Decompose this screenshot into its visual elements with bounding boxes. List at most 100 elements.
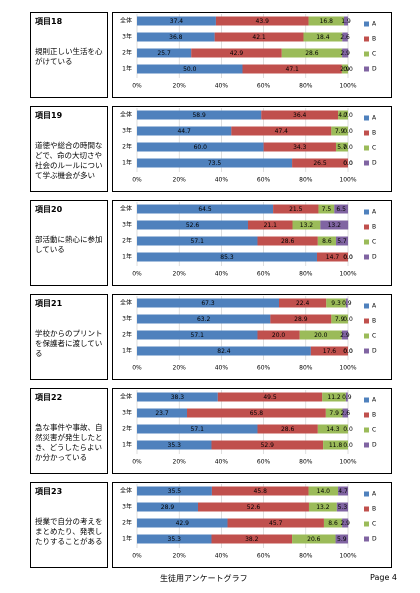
bar-segment [320,220,349,230]
data-label: 2.9 [340,50,350,57]
x-tick-label: 40% [215,553,229,560]
legend-label: D [372,160,377,167]
chart: 0% 20% 40% 60% 80% 100% 全体 67.3 22.4 9.3 0.9 3年 63.2… [112,294,392,380]
data-label: 22.4 [296,300,310,307]
data-label: 44.7 [177,128,191,135]
data-label: 2.6 [340,410,350,417]
legend-label: C [372,51,376,58]
data-label: 43.9 [256,18,270,25]
data-label: 14.0 [317,488,331,495]
y-tick-label: 2年 [122,49,132,57]
item-description: 道徳や総合の時間などで、命の大切さや社会のルールについて学ぶ機会が多い [35,141,103,180]
data-label: 35.3 [168,442,182,449]
legend-swatch [364,130,369,136]
bar-segment [197,502,309,512]
x-tick-label: 80% [299,83,313,90]
legend-label: C [372,333,376,340]
x-tick-label: 80% [299,271,313,278]
data-label: 7.9 [329,410,339,417]
data-label: 0.0 [343,66,353,73]
bar-segment [310,346,348,356]
data-label: 58.9 [192,112,206,119]
bar-segment [137,110,262,120]
bar-segment [334,204,348,214]
legend-label: C [372,239,376,246]
bar-segment [137,346,311,356]
bar-segment [257,236,318,246]
x-tick-label: 100% [339,553,356,560]
data-label: 0.9 [342,394,352,401]
item-title: 項目20 [35,205,63,214]
data-label: 8.6 [322,238,332,245]
y-tick-label: 1年 [122,441,132,449]
bar-segment [137,502,198,512]
bar-segment [342,408,348,418]
data-label: 37.4 [170,18,184,25]
x-tick-label: 40% [215,271,229,278]
data-label: 18.4 [316,34,330,41]
legend-label: D [372,254,377,261]
y-tick-label: 3年 [122,503,132,511]
bar-segment [137,392,218,402]
x-tick-label: 0% [132,459,142,466]
bar-segment [303,32,343,42]
page-number: Page 4 [370,573,397,582]
x-tick-label: 40% [215,83,229,90]
legend-swatch [364,333,369,339]
data-label: 14.3 [326,426,340,433]
legend-label: A [372,303,377,310]
legend-swatch [364,427,369,433]
data-label: 13.2 [328,222,342,229]
legend-swatch [364,254,369,260]
data-label: 35.3 [168,536,182,543]
legend-label: B [372,506,376,513]
y-tick-label: 全体 [120,205,132,213]
y-tick-label: 全体 [120,299,132,307]
bar-segment [137,486,212,496]
bar-segment [137,298,280,308]
bar-segment [257,330,300,340]
bar-segment [137,126,232,136]
item-description: 授業で自分の考えをまとめたり、発表したりすることがある [35,517,103,546]
bar-segment [137,518,228,528]
legend-swatch [364,51,369,57]
data-label: 25.7 [157,50,171,57]
data-label: 0.0 [343,112,353,119]
item-description: 急な事件や事故、自然災害が発生したとき、どうしたらよいか分かっている [35,423,103,462]
data-label: 13.2 [316,504,330,511]
x-tick-label: 20% [173,177,187,184]
data-label: 23.7 [155,410,169,417]
y-tick-label: 2年 [122,143,132,151]
data-label: 4.7 [338,112,348,119]
bar-segment [137,32,215,42]
chart: 0% 20% 40% 60% 80% 100% 全体 35.5 45.8 14.0 4.7 3年 28.… [112,482,392,568]
bar-segment [137,236,258,246]
chart-frame [112,388,392,474]
bar-segment [191,48,282,58]
data-label: 20.0 [272,332,286,339]
data-label: 2.9 [340,520,350,527]
legend-label: B [372,224,376,231]
legend-swatch [364,536,369,542]
bar-segment [335,142,348,152]
chart: 0% 20% 40% 60% 80% 100% 全体 37.4 43.9 16.8 1.9 3年 36.… [112,12,392,98]
data-label: 34.3 [293,144,307,151]
x-tick-label: 0% [132,83,142,90]
chart-frame [112,106,392,192]
bar-segment [242,64,342,74]
data-label: 36.4 [293,112,307,119]
data-label: 60.0 [194,144,208,151]
data-label: 52.9 [261,442,275,449]
chart: 0% 20% 40% 60% 80% 100% 全体 38.3 49.5 11.2 0.9 3年 23.… [112,388,392,474]
data-label: 52.6 [247,504,261,511]
legend-label: B [372,130,376,137]
bar-segment [342,32,348,42]
y-tick-label: 全体 [120,393,132,401]
legend-label: A [372,21,377,28]
data-label: 28.9 [294,316,308,323]
data-label: 5.9 [337,536,347,543]
bar-segment [308,16,344,26]
data-label: 0.0 [343,348,353,355]
legend-swatch [364,115,369,121]
item-title: 項目22 [35,393,63,402]
